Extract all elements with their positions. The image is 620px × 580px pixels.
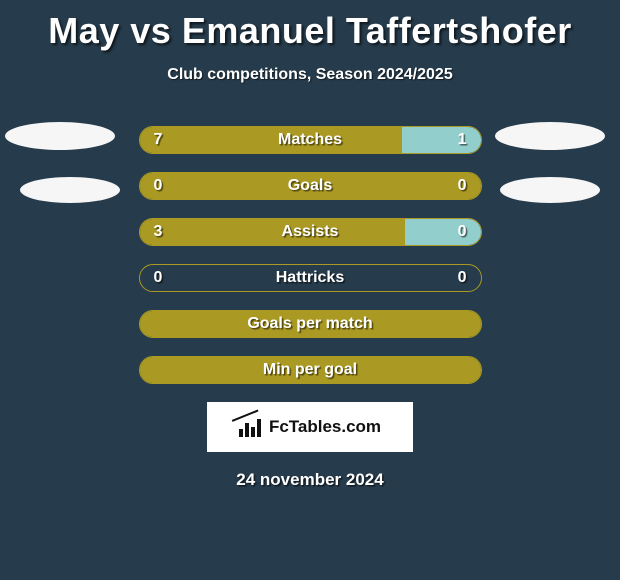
stat-label: Hattricks: [140, 265, 481, 291]
chart-icon: [239, 417, 263, 437]
stat-label: Assists: [140, 219, 481, 245]
stat-bar: Goals per match: [139, 310, 482, 338]
comparison-date: 24 november 2024: [0, 470, 620, 490]
stat-bar: 71Matches: [139, 126, 482, 154]
stat-label: Min per goal: [140, 357, 481, 383]
comparison-subtitle: Club competitions, Season 2024/2025: [0, 66, 620, 84]
stat-bar: Min per goal: [139, 356, 482, 384]
stat-label: Goals: [140, 173, 481, 199]
stat-label: Goals per match: [140, 311, 481, 337]
watermark: FcTables.com: [207, 402, 413, 452]
stat-bar: 00Hattricks: [139, 264, 482, 292]
stat-bar: 30Assists: [139, 218, 482, 246]
stat-label: Matches: [140, 127, 481, 153]
stat-bar: 00Goals: [139, 172, 482, 200]
comparison-title: May vs Emanuel Taffertshofer: [0, 0, 620, 52]
watermark-text: FcTables.com: [269, 417, 381, 437]
stats-area: 71Matches 00Goals 30Assists 00Hattricks Goal…: [0, 126, 620, 384]
